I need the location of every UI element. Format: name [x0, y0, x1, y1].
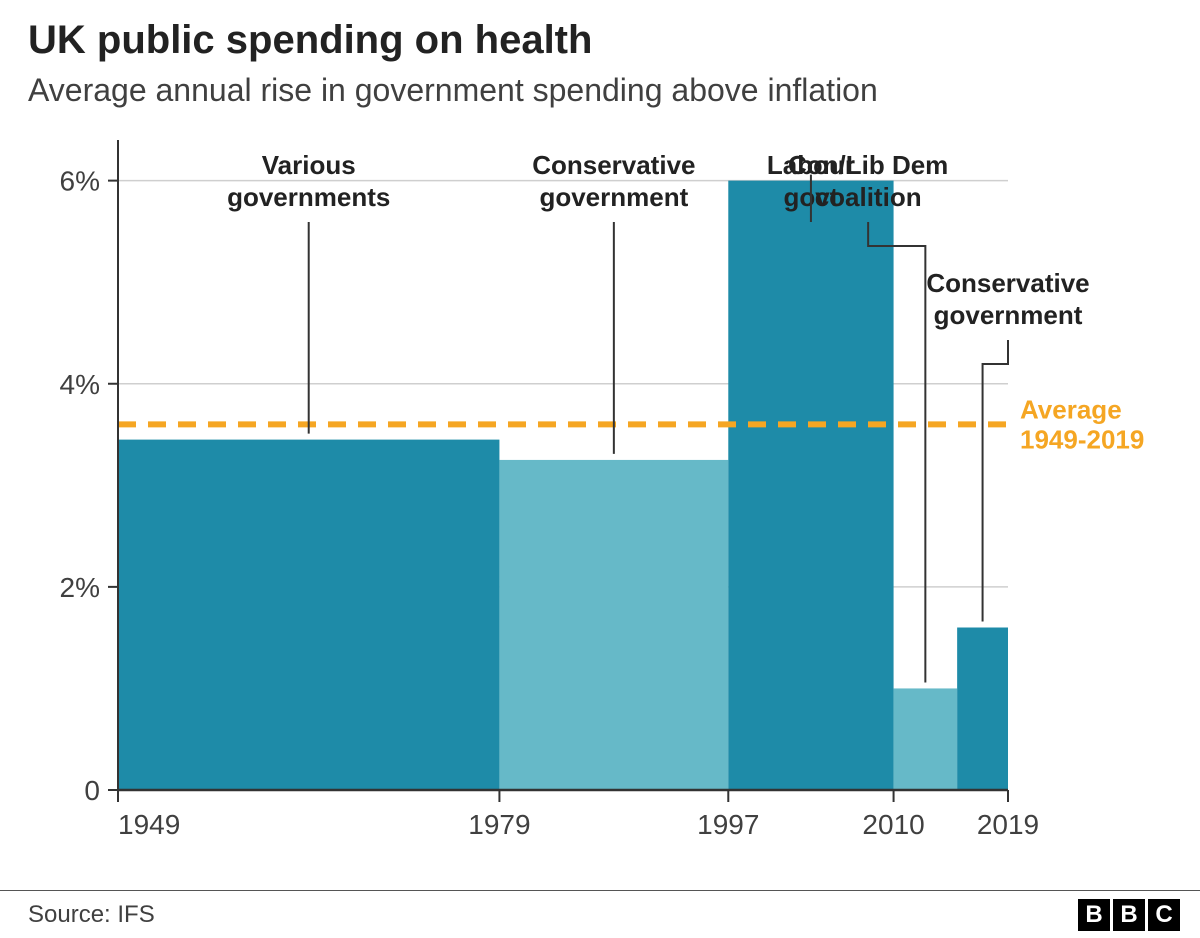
svg-text:6%: 6%	[60, 166, 100, 197]
svg-text:1997: 1997	[697, 809, 759, 840]
svg-text:1979: 1979	[468, 809, 530, 840]
svg-text:Average: Average	[1020, 394, 1122, 424]
chart-subtitle: Average annual rise in government spendi…	[28, 72, 878, 109]
chart-plot: 02%4%6%19491979199720102019Variousgovern…	[0, 120, 1200, 860]
bbc-logo-c: C	[1148, 899, 1180, 931]
svg-text:Conservative: Conservative	[926, 268, 1089, 298]
svg-text:2010: 2010	[862, 809, 924, 840]
chart-container: UK public spending on health Average ann…	[0, 0, 1200, 938]
source-text: Source: IFS	[28, 901, 155, 929]
svg-text:Conservative: Conservative	[532, 150, 695, 180]
bbc-logo-b2: B	[1113, 899, 1145, 931]
svg-text:2%: 2%	[60, 572, 100, 603]
svg-text:4%: 4%	[60, 369, 100, 400]
svg-text:governments: governments	[227, 182, 390, 212]
svg-text:1949-2019: 1949-2019	[1020, 424, 1144, 454]
svg-text:government: government	[539, 182, 688, 212]
svg-text:Various: Various	[262, 150, 356, 180]
chart-title: UK public spending on health	[28, 18, 592, 63]
svg-text:Con/Lib Dem: Con/Lib Dem	[788, 150, 948, 180]
bbc-logo-b1: B	[1078, 899, 1110, 931]
bbc-logo: B B C	[1078, 899, 1180, 931]
chart-footer: Source: IFS B B C	[0, 890, 1200, 938]
svg-text:1949: 1949	[118, 809, 180, 840]
svg-text:2019: 2019	[977, 809, 1039, 840]
svg-text:coalition: coalition	[815, 182, 922, 212]
svg-text:government: government	[934, 300, 1083, 330]
svg-text:0: 0	[84, 775, 100, 806]
